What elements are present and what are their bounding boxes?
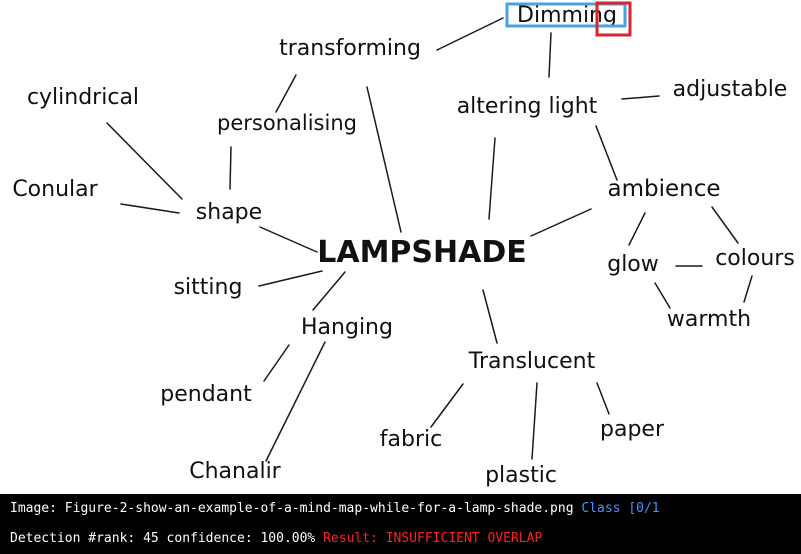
node-colours: colours: [715, 246, 795, 271]
edge-altering-light-adjustable: [621, 95, 660, 100]
edge-altering-light-ambience: [595, 125, 618, 181]
edge-translucent-paper: [596, 382, 610, 415]
edge-transforming-lampshade: [366, 86, 402, 233]
edge-transforming-personalising: [275, 74, 297, 113]
confidence-label: confidence:: [166, 531, 253, 546]
node-altering-light: altering light: [457, 94, 598, 119]
mind-map-image: Dimming transforming altering light adjusta…: [12, 1, 795, 488]
edge-transforming-dimming: [436, 17, 504, 51]
mind-map-svg: Dimming transforming altering light adjusta…: [12, 1, 795, 488]
node-ambience: ambience: [607, 176, 720, 202]
node-plastic: plastic: [485, 463, 557, 488]
edge-shape-lampshade: [259, 226, 318, 253]
edge-sitting-lampshade: [258, 270, 323, 287]
node-cylindrical: cylindrical: [27, 85, 139, 110]
edge-personalising-shape: [229, 146, 232, 190]
detection-rank: 45: [143, 531, 159, 546]
node-translucent: Translucent: [468, 349, 596, 374]
node-conular: Conular: [12, 177, 98, 202]
node-paper: paper: [600, 417, 665, 442]
class-indicator[interactable]: Class [0/1: [581, 501, 660, 516]
detection-label: Detection #rank:: [10, 531, 136, 546]
edge-translucent-fabric: [430, 383, 464, 428]
edge-hanging-pendant: [263, 344, 290, 382]
edge-translucent-plastic: [531, 382, 538, 460]
node-pendant: pendant: [160, 382, 252, 407]
target-box: [595, 1, 632, 37]
node-personalising: personalising: [217, 111, 357, 135]
node-glow: glow: [607, 252, 659, 277]
node-fabric: fabric: [380, 427, 442, 452]
edge-conular-shape: [120, 203, 180, 214]
status-line-image: Image: Figure-2-show-an-example-of-a-min…: [0, 494, 801, 524]
confidence-value: 100.00%: [260, 531, 316, 546]
edge-cylindrical-shape: [106, 122, 183, 200]
edge-lampshade-translucent: [482, 289, 498, 344]
node-adjustable: adjustable: [673, 77, 788, 102]
node-dimming: Dimming: [517, 3, 617, 28]
edge-ambience-glow: [628, 212, 646, 246]
result-status: Result: INSUFFICIENT OVERLAP: [323, 531, 543, 546]
edge-ambience-lampshade: [530, 208, 592, 237]
edge-altering-light-lampshade: [488, 137, 496, 220]
node-transforming: transforming: [279, 36, 421, 61]
image-label: Image:: [10, 501, 57, 516]
edge-dimming-altering-light: [548, 32, 552, 78]
edge-hanging-chandelier: [265, 341, 326, 462]
edge-ambience-colours: [711, 206, 739, 244]
node-lampshade: LAMPSHADE: [317, 235, 527, 270]
status-line-detection: Detection #rank: 45 confidence: 100.00% …: [0, 524, 801, 554]
node-chandelier: Chanalir: [189, 459, 281, 484]
node-shape: shape: [196, 200, 262, 225]
detection-box: [505, 2, 627, 28]
node-warmth: warmth: [667, 307, 751, 332]
image-filename: Figure-2-show-an-example-of-a-mind-map-w…: [64, 501, 574, 516]
edge-colours-warmth: [743, 275, 753, 303]
node-sitting: sitting: [174, 275, 243, 300]
edge-lampshade-hanging: [312, 271, 346, 311]
edge-glow-warmth: [654, 282, 671, 309]
node-hanging: Hanging: [301, 315, 393, 340]
status-bar: Image: Figure-2-show-an-example-of-a-min…: [0, 494, 801, 554]
